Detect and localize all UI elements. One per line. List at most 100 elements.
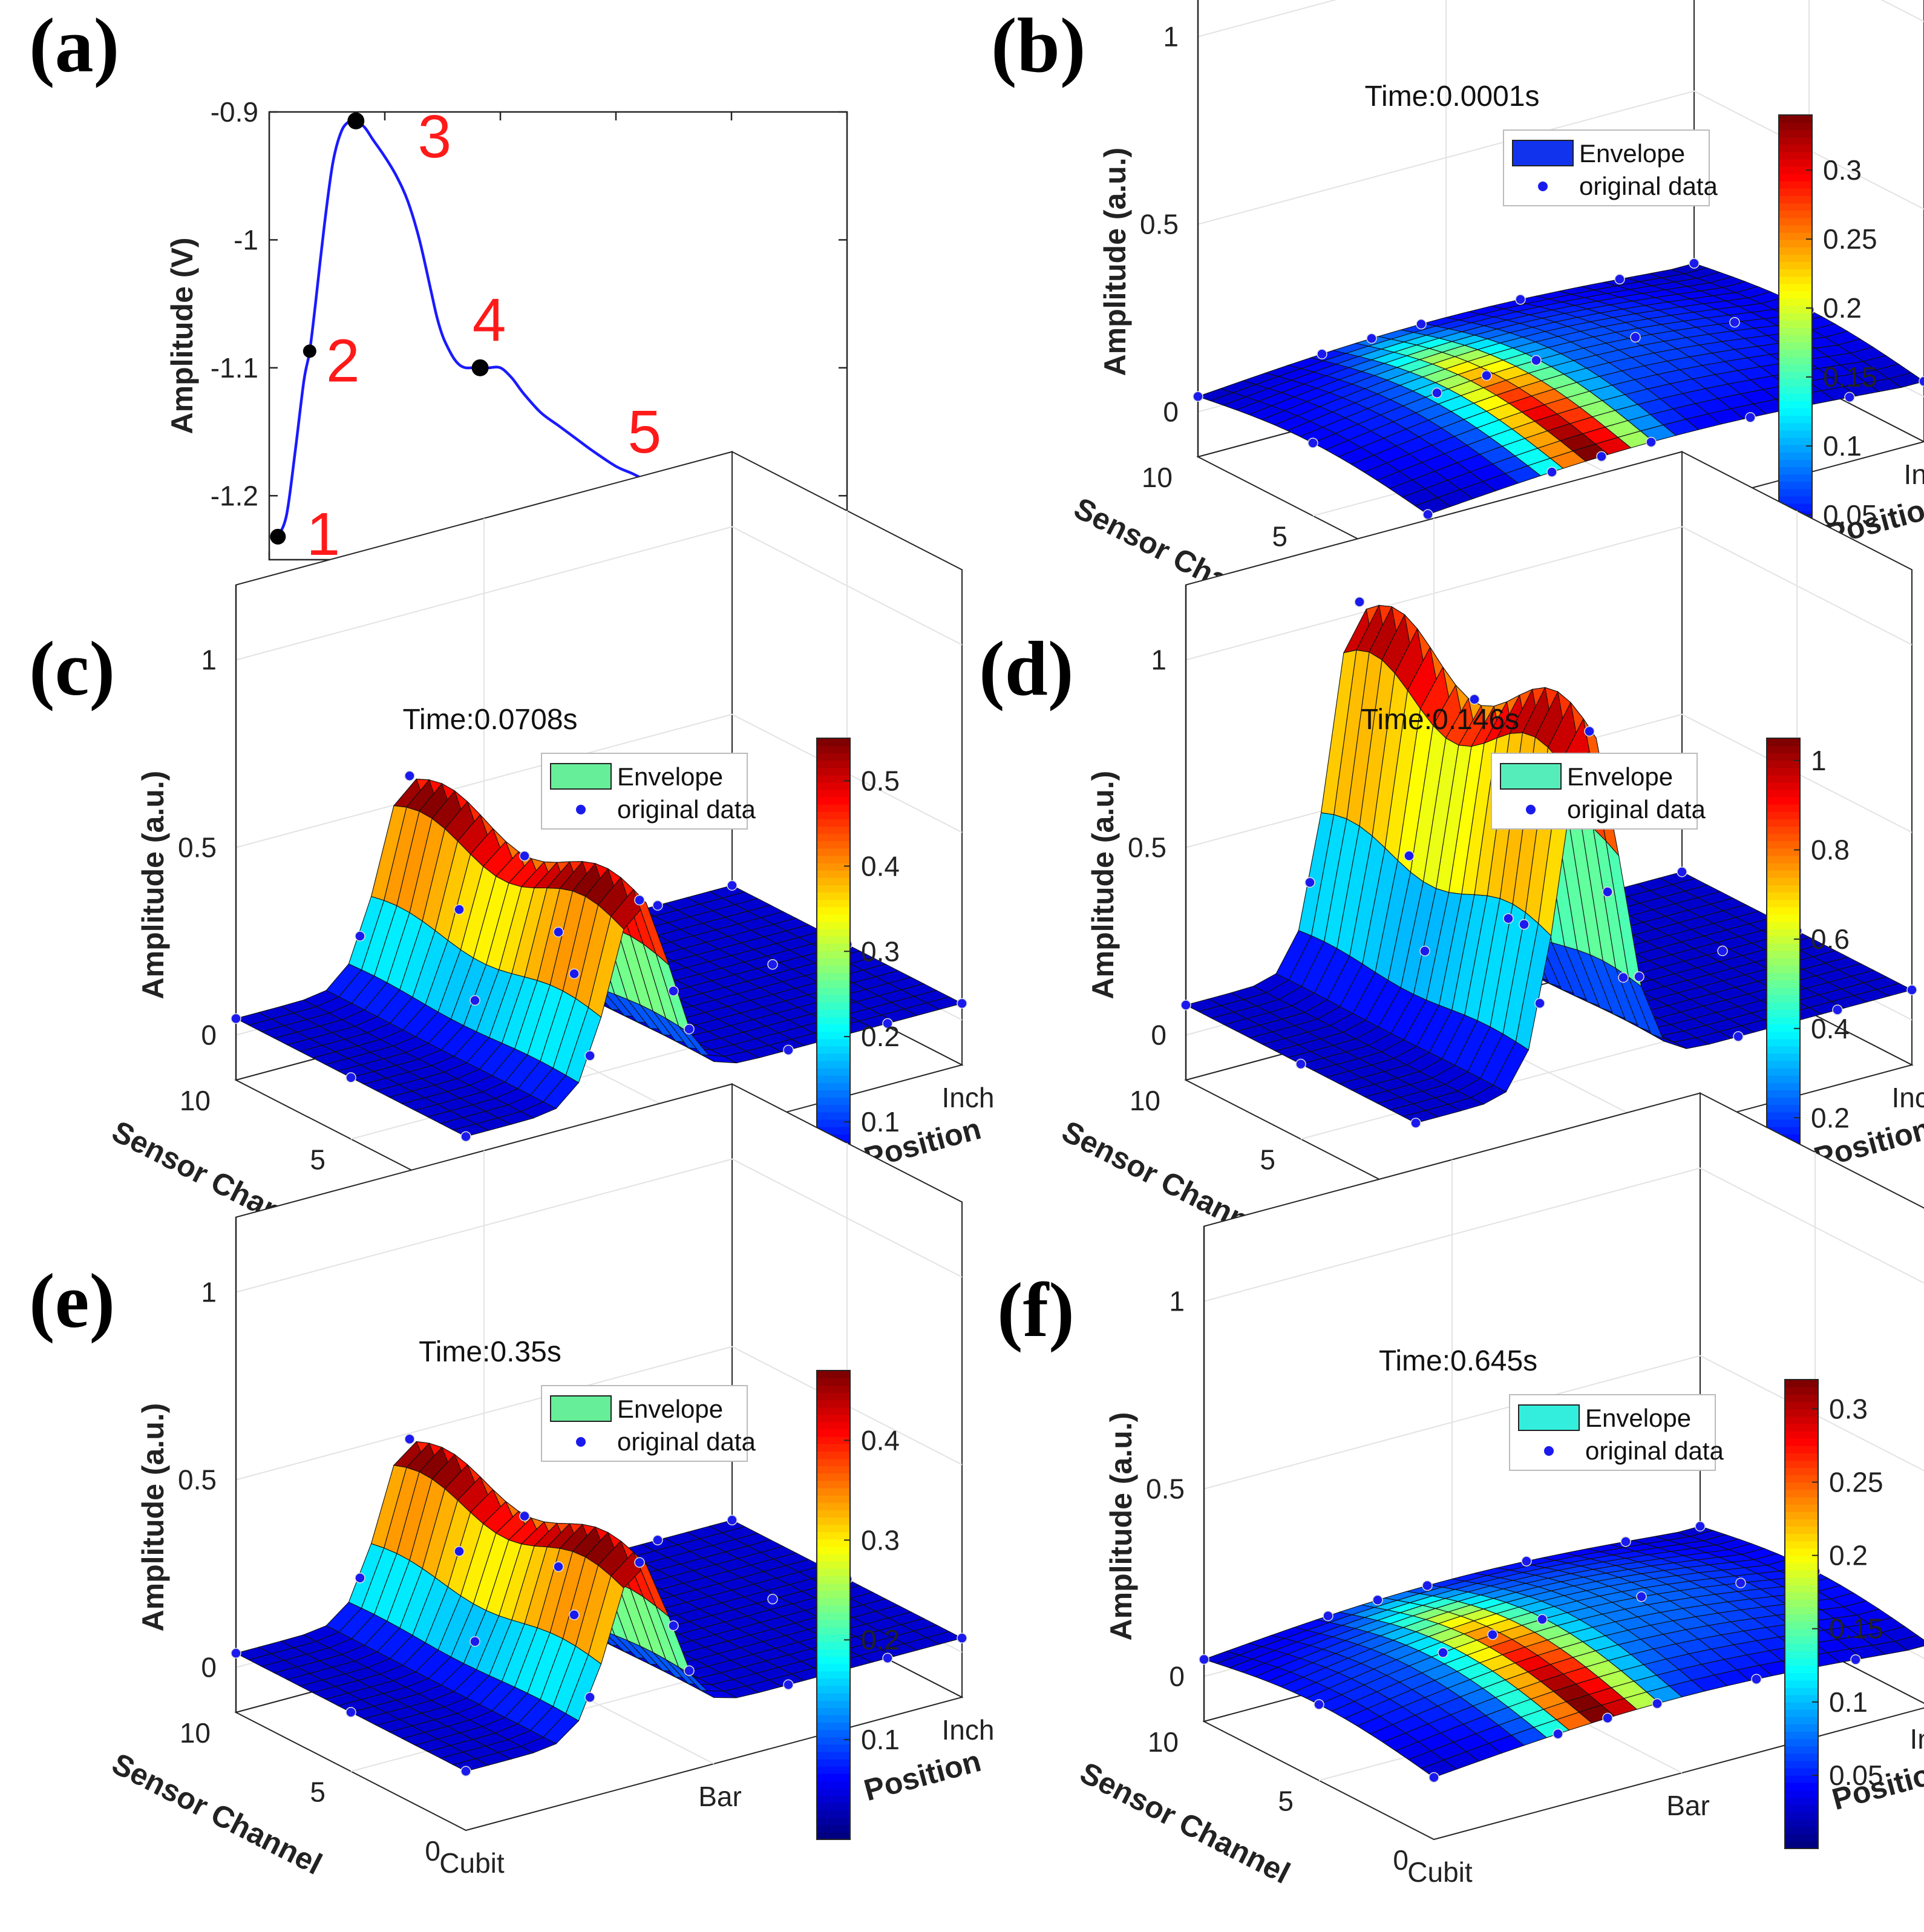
original-data-point — [355, 1573, 365, 1583]
colorbar-band — [1785, 1577, 1818, 1585]
original-data-point — [345, 1072, 356, 1083]
colorbar-band — [817, 745, 850, 754]
colorbar-band — [1785, 1519, 1818, 1527]
colorbar-tick-label: 0.3 — [1829, 1393, 1868, 1424]
point-annotation-3: 3 — [417, 103, 451, 171]
colorbar-tick-label: 1 — [1811, 745, 1827, 776]
colorbar-band — [1785, 1724, 1818, 1732]
original-data-point — [783, 1679, 794, 1691]
original-data-point — [783, 1044, 794, 1056]
colorbar-band — [1767, 1104, 1800, 1113]
colorbar-band — [1785, 1833, 1818, 1842]
colorbar-band — [817, 1370, 850, 1378]
colorbar-band — [1767, 1090, 1800, 1098]
z-tick-label: 0.5 — [1140, 209, 1179, 240]
original-data-point — [1534, 998, 1545, 1009]
colorbar-tick-label: 0.25 — [1823, 223, 1877, 255]
colorbar-band — [817, 1737, 850, 1745]
colorbar-band — [1785, 1680, 1818, 1688]
colorbar-band — [1779, 195, 1812, 204]
colorbar-band — [817, 1751, 850, 1760]
colorbar-band — [1785, 1841, 1818, 1849]
original-data-point — [569, 1609, 580, 1620]
colorbar-band — [817, 1392, 850, 1401]
y-tick-label: -1 — [234, 224, 258, 255]
point-marker-4 — [471, 359, 489, 376]
colorbar-band — [1785, 1717, 1818, 1724]
colorbar-band — [1785, 1651, 1818, 1659]
original-data-point — [1850, 1654, 1861, 1665]
original-data-point — [1419, 946, 1430, 957]
colorbar-band — [817, 1436, 850, 1444]
colorbar-band — [1767, 914, 1800, 922]
original-data-point — [1422, 1580, 1433, 1591]
z-tick-label: 0 — [1169, 1661, 1185, 1692]
panel-title: Time:0.0001s — [1364, 80, 1539, 113]
colorbar-band — [1767, 1046, 1800, 1054]
colorbar-band — [1779, 342, 1812, 350]
original-data-point — [404, 1433, 415, 1445]
z-axis-label: Amplitude (a.u.) — [1104, 1412, 1138, 1641]
legend: Envelope original data — [541, 753, 756, 830]
colorbar-band — [1767, 1053, 1800, 1061]
colorbar-band — [1779, 261, 1812, 270]
colorbar-band — [1785, 1592, 1818, 1600]
colorbar-band — [817, 1444, 850, 1452]
colorbar-band — [1779, 430, 1812, 438]
colorbar-band — [817, 899, 850, 908]
colorbar-band — [817, 1546, 850, 1554]
colorbar-tick-label: 0.6 — [1811, 923, 1850, 955]
colorbar-band — [817, 1766, 850, 1774]
original-data-point — [1372, 1594, 1383, 1606]
channel-tick-label: 10 — [180, 1085, 211, 1116]
colorbar-tick-label: 0.1 — [861, 1724, 900, 1755]
original-data-point — [1487, 1629, 1498, 1640]
colorbar-band — [1779, 386, 1812, 394]
colorbar-band — [817, 1795, 850, 1804]
original-data-point — [355, 931, 365, 941]
original-data-point — [569, 968, 580, 980]
original-data-point — [1733, 1031, 1744, 1042]
colorbar-band — [817, 980, 850, 988]
panel-label-e: (e) — [29, 1258, 115, 1344]
original-data-point — [1416, 318, 1427, 330]
colorbar-band — [1779, 151, 1812, 160]
original-data-point — [519, 1510, 530, 1522]
original-data-point — [1438, 1647, 1448, 1658]
grid-line — [1203, 1355, 1924, 1490]
original-data-point — [634, 1557, 645, 1568]
colorbar-band — [1767, 833, 1800, 842]
original-data-point — [684, 1023, 695, 1035]
colorbar-band — [817, 738, 850, 746]
grid-line — [235, 1158, 963, 1293]
colorbar-band — [817, 1487, 850, 1496]
z-axis-label: Amplitude (a.u.) — [136, 771, 170, 1000]
colorbar-band — [1785, 1709, 1818, 1717]
colorbar-band — [817, 935, 850, 944]
colorbar-band — [1767, 1024, 1800, 1032]
colorbar-band — [1779, 356, 1812, 365]
colorbar-band — [817, 921, 850, 929]
colorbar-band — [817, 804, 850, 812]
position-tick-label: Inch — [942, 1082, 995, 1113]
colorbar-band — [1785, 1460, 1818, 1469]
colorbar-tick-label: 0.1 — [1823, 430, 1862, 462]
grid-line — [1197, 90, 1924, 225]
colorbar-band — [817, 1473, 850, 1481]
colorbar-band — [1785, 1423, 1818, 1432]
original-data-point — [1432, 387, 1442, 399]
colorbar-band — [1767, 921, 1800, 929]
colorbar-band — [817, 1612, 850, 1620]
original-data-point — [957, 998, 967, 1009]
colorbar-band — [817, 840, 850, 849]
z-tick-label: 1 — [201, 644, 217, 676]
colorbar-band — [1779, 335, 1812, 343]
channel-tick-label: 5 — [310, 1144, 326, 1176]
colorbar-band — [1767, 1017, 1800, 1025]
channel-tick-label: 5 — [1260, 1144, 1275, 1176]
colorbar-band — [817, 1539, 850, 1547]
colorbar-band — [1785, 1797, 1818, 1806]
colorbar-band — [1767, 1112, 1800, 1120]
original-data-point — [460, 1766, 471, 1777]
